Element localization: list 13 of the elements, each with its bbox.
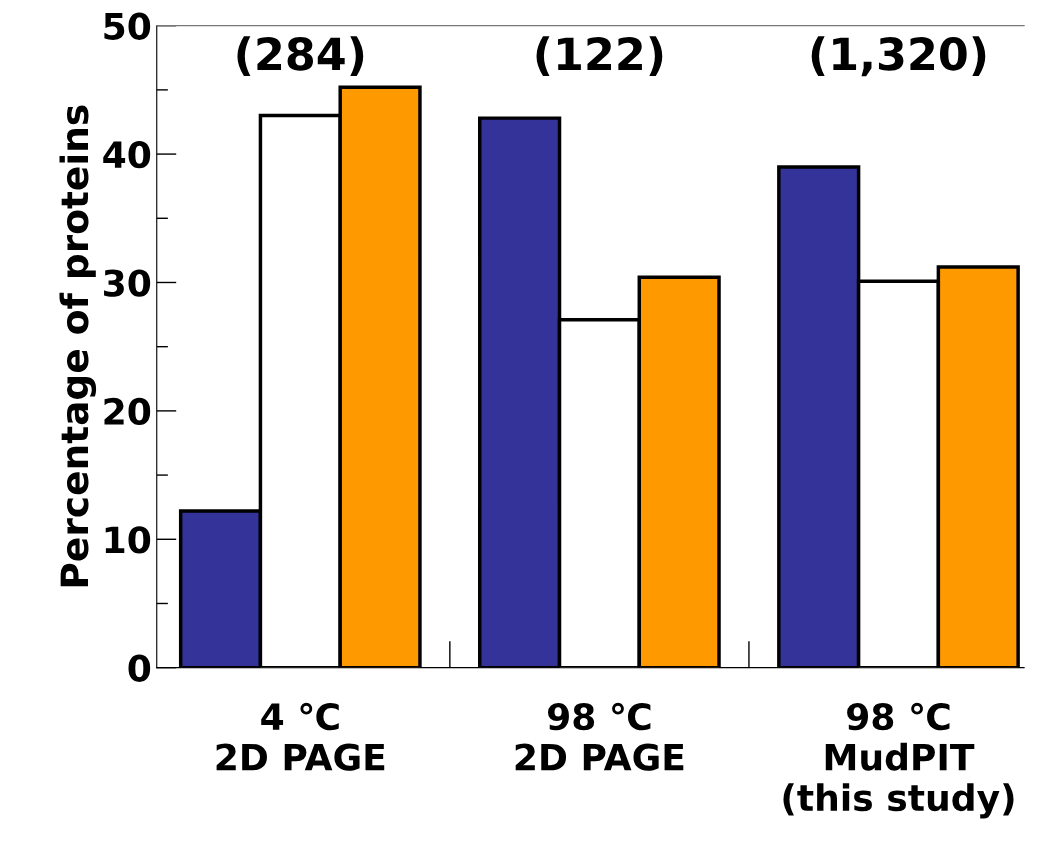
y-tick-label: 20 [104, 397, 151, 426]
y-tick-label: 50 [104, 12, 151, 40]
x-tick-label: 4 ℃ 2D PAGE [216, 702, 385, 771]
annotation: (1,320) [811, 36, 986, 77]
x-tick-label: 98 ℃ MudPIT (this study) [783, 702, 1014, 819]
annotation: (122) [536, 36, 663, 76]
x-tick-label: 98 ℃ 2D PAGE [515, 702, 684, 771]
annotation: (284) [237, 36, 364, 76]
y-tick-label: 0 [128, 654, 151, 682]
y-tick-label: 10 [105, 526, 151, 554]
y-tick-label: 40 [103, 141, 151, 169]
y-axis-title: Percentage of proteins [59, 105, 97, 587]
y-tick-label: 30 [104, 269, 151, 297]
